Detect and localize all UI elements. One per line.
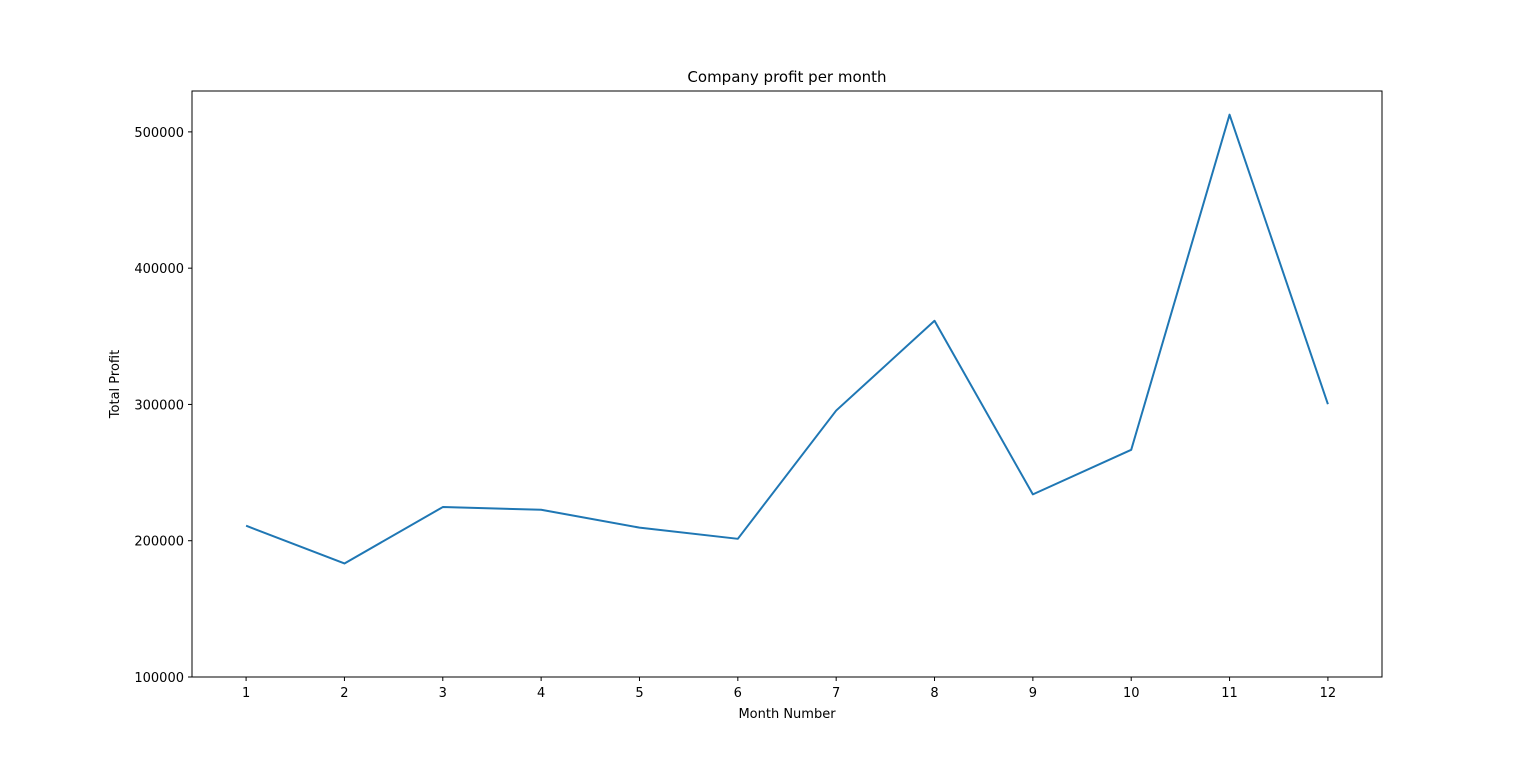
x-tick-label: 3 <box>439 686 447 701</box>
y-tick-label: 500000 <box>134 126 184 141</box>
x-axis-label: Month Number <box>738 707 836 722</box>
x-tick-label: 10 <box>1123 686 1140 701</box>
y-tick-label: 300000 <box>134 398 184 413</box>
y-axis-label: Total Profit <box>108 350 123 419</box>
x-axis-ticks: 1 2 3 4 5 6 7 8 9 10 11 12 <box>242 677 1336 701</box>
y-tick-label: 200000 <box>134 535 184 550</box>
plot-frame <box>191 90 1383 678</box>
x-tick-label: 12 <box>1320 686 1337 701</box>
plot-area <box>245 113 1329 565</box>
series-line <box>245 113 1329 565</box>
x-tick-label: 4 <box>537 686 545 701</box>
y-tick-label: 400000 <box>134 262 184 277</box>
x-tick-label: 6 <box>734 686 742 701</box>
x-tick-label: 11 <box>1221 686 1238 701</box>
x-tick-label: 9 <box>1029 686 1037 701</box>
x-tick-label: 7 <box>832 686 840 701</box>
chart-title: Company profit per month <box>687 68 886 86</box>
x-tick-label: 1 <box>242 686 250 701</box>
y-tick-label: 100000 <box>134 671 184 686</box>
x-tick-label: 8 <box>930 686 938 701</box>
y-axis-ticks: 100000 200000 300000 400000 500000 <box>134 126 192 686</box>
x-tick-label: 2 <box>340 686 348 701</box>
x-tick-label: 5 <box>635 686 643 701</box>
